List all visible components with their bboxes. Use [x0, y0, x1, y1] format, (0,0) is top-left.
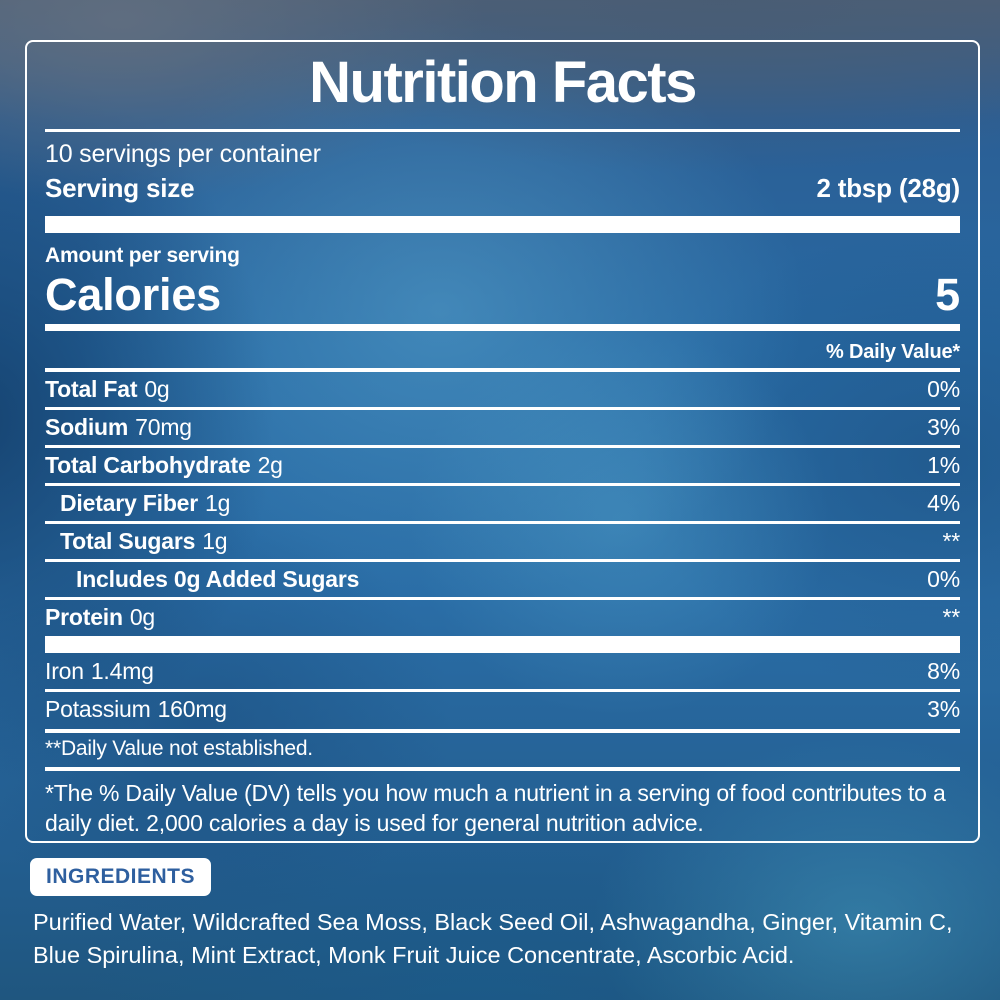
ingredients-text: Purified Water, Wildcrafted Sea Moss, Bl…	[33, 909, 953, 968]
nutrient-name: Sodium	[45, 414, 129, 440]
ingredients-badge: INGREDIENTS	[30, 858, 212, 896]
serving-size-row: Serving size 2 tbsp (28g)	[45, 172, 960, 205]
calories-value: 5	[935, 269, 960, 320]
nutrition-facts-panel: Nutrition Facts 10 servings per containe…	[25, 40, 980, 843]
serving-size-value: 2 tbsp (28g)	[816, 173, 960, 203]
nutrient-row-added-sugars: Includes 0g Added Sugars 0%	[45, 562, 960, 597]
nutrient-name: Iron	[45, 658, 84, 684]
thick-divider	[45, 636, 960, 653]
nutrient-row-total-fat: Total Fat 0g 0%	[45, 372, 960, 407]
divider	[45, 521, 960, 524]
nutrient-amount: 1.4mg	[90, 658, 154, 684]
nutrient-row-total-sugars: Total Sugars 1g **	[45, 524, 960, 559]
divider	[45, 597, 960, 600]
divider	[45, 483, 960, 486]
nutrient-amount: 0g	[129, 604, 156, 630]
nutrient-amount: 1g	[202, 528, 228, 554]
nutrient-amount: 0g	[144, 376, 170, 402]
nutrient-dv: 4%	[927, 490, 960, 516]
daily-value-note: **Daily Value not established.	[45, 737, 313, 760]
nutrient-amount: 160mg	[157, 696, 228, 722]
serving-size-label: Serving size	[45, 173, 195, 203]
daily-value-footnote: *The % Daily Value (DV) tells you how mu…	[45, 780, 946, 836]
nutrient-name: Potassium	[45, 696, 151, 722]
divider	[45, 729, 960, 733]
nutrient-dv: **	[942, 604, 960, 630]
nutrient-name: Includes 0g Added Sugars	[76, 566, 360, 592]
divider	[45, 324, 960, 331]
nutrient-name: Total Sugars	[60, 528, 196, 554]
nutrient-row-total-carbohydrate: Total Carbohydrate 2g 1%	[45, 448, 960, 483]
nutrient-amount: 1g	[205, 490, 231, 516]
nutrient-name: Protein	[45, 604, 123, 630]
nutrient-dv: 3%	[927, 696, 960, 722]
calories-row: Calories 5	[45, 270, 960, 320]
servings-per-container: 10 servings per container	[45, 140, 321, 168]
thick-divider	[45, 216, 960, 233]
nutrient-row-protein: Protein 0g **	[45, 600, 960, 635]
nutrient-amount: 70mg	[135, 414, 192, 440]
divider	[45, 767, 960, 771]
calories-label: Calories	[45, 269, 221, 320]
nutrient-row-sodium: Sodium 70mg 3%	[45, 410, 960, 445]
nutrient-dv: 0%	[927, 566, 960, 592]
daily-value-header: % Daily Value*	[826, 341, 960, 363]
nutrient-amount: 2g	[257, 452, 283, 478]
nutrient-dv: 0%	[927, 376, 960, 402]
nutrient-dv: 8%	[927, 658, 960, 684]
nutrient-dv: 3%	[927, 414, 960, 440]
nutrient-dv: 1%	[927, 452, 960, 478]
nutrient-name: Dietary Fiber	[60, 490, 199, 516]
divider	[45, 559, 960, 562]
nutrient-dv: **	[942, 528, 960, 554]
amount-per-serving-label: Amount per serving	[45, 244, 240, 267]
nutrient-name: Total Fat	[45, 376, 138, 402]
divider	[45, 368, 960, 372]
nutrient-row-potassium: Potassium 160mg 3%	[45, 692, 960, 727]
nutrient-name: Total Carbohydrate	[45, 452, 251, 478]
nutrient-row-dietary-fiber: Dietary Fiber 1g 4%	[45, 486, 960, 521]
nutrient-row-iron: Iron 1.4mg 8%	[45, 654, 960, 689]
divider	[45, 689, 960, 692]
nutrition-facts-title: Nutrition Facts	[309, 50, 697, 115]
divider	[45, 407, 960, 410]
divider	[45, 129, 960, 132]
divider	[45, 445, 960, 448]
